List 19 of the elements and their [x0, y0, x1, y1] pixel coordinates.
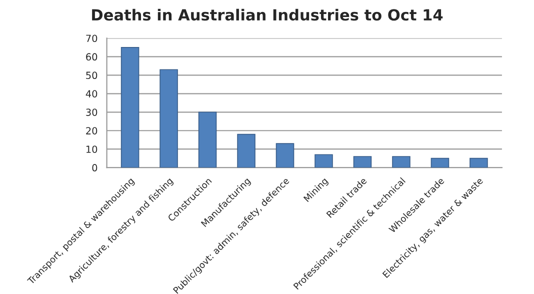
bar — [198, 112, 217, 168]
y-tick-label: 60 — [86, 53, 98, 61]
bar — [160, 69, 178, 168]
y-tick-label: 20 — [86, 127, 98, 134]
y-tick-label: 10 — [86, 146, 98, 153]
y-tick-label: 0 — [92, 164, 98, 172]
y-tick-label: 40 — [86, 90, 98, 98]
y-tick-label: 50 — [86, 72, 98, 80]
bar — [314, 154, 333, 168]
y-tick-label: 30 — [86, 108, 98, 116]
bar — [120, 47, 140, 168]
bar — [237, 134, 256, 168]
y-tick-label: 70 — [86, 34, 98, 42]
bar — [430, 158, 450, 168]
bar — [470, 158, 488, 168]
chart-title: Deaths in Australian Industries to Oct 14 — [92, 8, 443, 21]
bar — [276, 143, 294, 168]
bar — [392, 156, 410, 168]
bar — [353, 156, 372, 168]
